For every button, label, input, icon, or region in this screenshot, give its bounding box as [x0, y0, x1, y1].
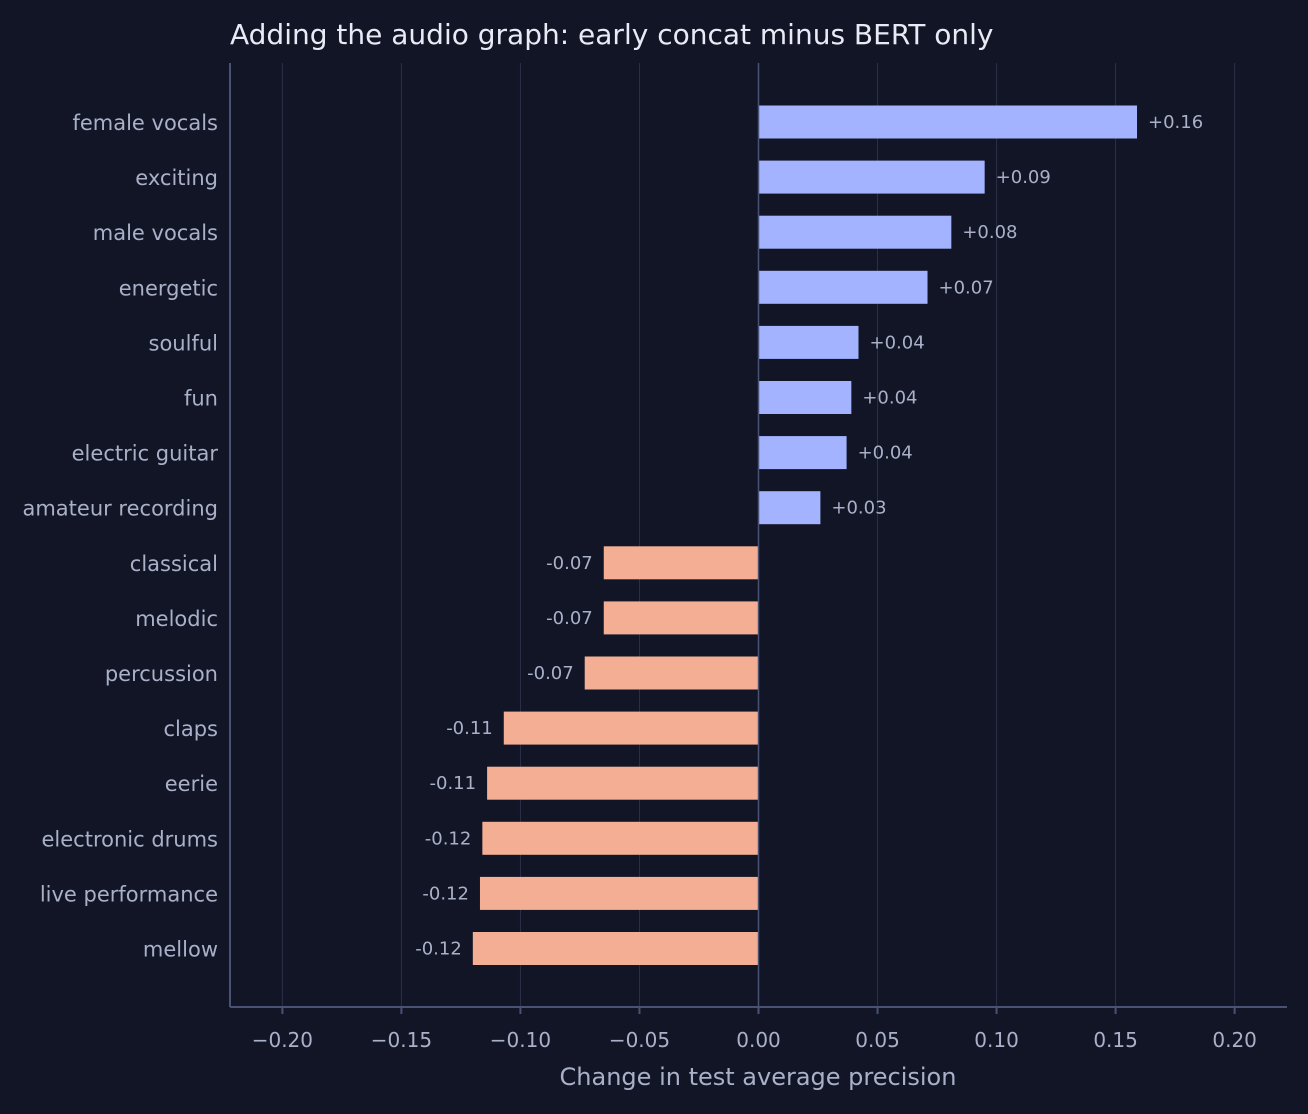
data-label: -0.11	[430, 773, 477, 794]
data-label: +0.03	[831, 498, 886, 519]
bar-fun	[758, 381, 852, 414]
data-label: +0.07	[939, 277, 994, 298]
bar-female-vocals	[758, 105, 1138, 139]
category-label: exciting	[135, 166, 218, 190]
data-label: -0.07	[527, 663, 574, 684]
bar-soulful	[758, 325, 859, 359]
bar-male-vocals	[758, 215, 952, 249]
bar-percussion	[584, 656, 759, 690]
bar-eerie	[487, 766, 759, 800]
data-label: +0.09	[996, 167, 1051, 188]
x-tick-label: −0.10	[490, 1028, 551, 1052]
chart-title: Adding the audio graph: early concat min…	[230, 18, 993, 51]
bar-layer: +0.16 +0.09 +0.08 +0.07 +0.04 +0.04 +0.04 +0.03…	[415, 105, 1203, 965]
x-tick-label: −0.05	[609, 1028, 670, 1052]
bar-electronic-drums	[482, 821, 759, 855]
bar-live-performance	[479, 876, 759, 910]
category-label: energetic	[119, 276, 218, 300]
x-tick-label: −0.20	[252, 1028, 313, 1052]
category-label: amateur recording	[22, 497, 218, 521]
category-label: electric guitar	[72, 442, 219, 466]
data-label: +0.04	[869, 332, 924, 353]
data-label: -0.07	[546, 608, 593, 629]
bar-melodic	[603, 601, 759, 635]
category-label: soulful	[149, 331, 218, 355]
bar-electric-guitar	[758, 436, 847, 470]
category-label: claps	[163, 717, 218, 741]
x-tick-label: 0.05	[855, 1028, 900, 1052]
category-label: eerie	[165, 772, 218, 796]
bar-claps	[503, 711, 759, 745]
data-label: +0.08	[962, 222, 1017, 243]
x-tick-label: 0.15	[1093, 1028, 1138, 1052]
category-label: melodic	[135, 607, 218, 631]
data-label: -0.07	[546, 553, 593, 574]
category-label: female vocals	[72, 111, 218, 135]
x-axis-label: Change in test average precision	[560, 1063, 957, 1091]
category-label: classical	[130, 552, 218, 576]
data-label: -0.11	[446, 718, 493, 739]
category-label: percussion	[105, 662, 218, 686]
x-tick-label: 0.00	[736, 1028, 781, 1052]
bar-classical	[603, 546, 759, 580]
category-label: live performance	[40, 882, 218, 906]
category-label: fun	[184, 387, 218, 411]
bar-amateur-recording	[758, 491, 821, 525]
axis-layer: −0.20 −0.15 −0.10 −0.05 0.00 0.05 0.10 0.15 0.20…	[22, 63, 1287, 1052]
bar-exciting	[758, 160, 985, 194]
data-label: -0.12	[415, 939, 462, 960]
bar-mellow	[472, 932, 759, 965]
data-label: +0.04	[862, 388, 917, 409]
category-label: mellow	[143, 938, 218, 962]
data-label: -0.12	[425, 828, 472, 849]
x-tick-label: 0.20	[1212, 1028, 1257, 1052]
data-label: +0.16	[1148, 112, 1203, 133]
x-tick-label: −0.15	[371, 1028, 432, 1052]
category-label: electronic drums	[41, 827, 218, 851]
x-tick-label: 0.10	[974, 1028, 1019, 1052]
category-label: male vocals	[93, 221, 218, 245]
data-label: -0.12	[422, 883, 469, 904]
data-label: +0.04	[858, 443, 913, 464]
bar-energetic	[758, 270, 928, 304]
